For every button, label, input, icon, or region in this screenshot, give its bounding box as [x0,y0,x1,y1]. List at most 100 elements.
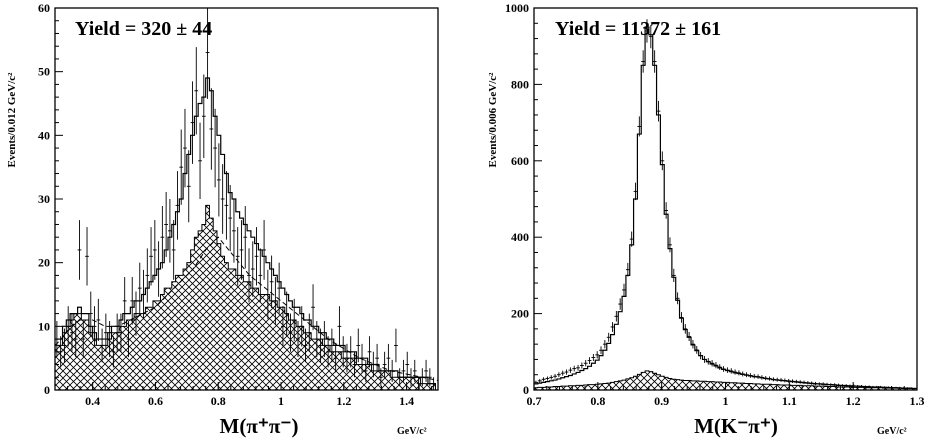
left-data-point [330,328,334,363]
right-data-point [717,364,722,371]
left-data-point [190,81,195,164]
right-data-point [645,19,649,43]
right-data-point [698,351,703,360]
right-data-point [537,378,542,383]
left-x-tick-label: 1 [278,394,284,408]
right-data-point [656,100,661,122]
left-data-point [85,227,89,286]
left-data-point [126,321,131,358]
left-data-point [265,269,270,320]
left-data-point [149,227,153,286]
right-x-tick-label: 0.9 [654,394,669,408]
left-data-point [292,298,297,342]
right-data-point [618,298,623,310]
left-data-point [296,321,300,358]
left-data-point [73,321,78,358]
right-data-point [564,369,569,375]
right-data-point [683,324,688,334]
right-axis-ticks: 0.7 0.8 0.9 1 1.1 1.2 1.3 0 200 400 600 800 1000 [505,1,925,408]
left-y-tick-label: 50 [38,65,50,79]
right-data-point [671,268,676,283]
left-data-point [412,359,417,382]
left-data-point [81,321,86,358]
right-data-point [759,375,764,380]
left-data-point [160,206,165,269]
left-data-point [337,306,342,347]
right-data-point [748,373,753,378]
left-data-point [394,328,398,363]
left-data-point [386,343,391,373]
left-data-point [352,351,357,378]
left-y-tick-label: 0 [44,383,50,397]
left-data-point [401,359,406,382]
left-data-point [77,220,82,280]
left-data-point [363,359,368,382]
left-data-point [390,359,395,382]
left-data-point [145,248,150,303]
left-data-point [322,321,327,358]
right-data-point [729,368,734,374]
left-data-point [235,227,240,286]
left-data-point [356,328,361,363]
right-data-point [752,373,757,379]
left-data-point [209,88,214,170]
right-y-tick-label: 800 [511,77,529,91]
right-data-point [897,386,902,389]
right-y-axis-label: Events/0.006 GeV/c² [487,72,499,168]
right-data-point [874,385,879,389]
right-data-point [710,360,715,367]
right-data-point [664,202,669,219]
right-data-point [595,351,600,359]
left-y-tick-label: 20 [38,256,50,270]
right-y-tick-label: 0 [523,383,529,397]
right-data-point [867,385,872,388]
right-data-point [629,231,634,247]
right-data-point [871,385,875,389]
right-data-point [641,50,646,73]
right-data-point [576,364,580,371]
right-data-point [725,367,730,373]
left-data-point [431,377,436,390]
right-x-tick-label: 1.3 [910,394,925,408]
right-data-point [675,292,680,305]
right-data-point [855,384,860,388]
right-data-point [890,386,895,389]
left-data-point [288,313,293,352]
left-data-point [141,269,146,320]
right-x-tick-label: 1 [723,394,729,408]
right-data-point [901,387,906,389]
right-data-point [614,310,619,322]
left-x-axis-label: M(π⁺π⁻) [220,414,299,438]
left-x-tick-label: 1.2 [336,394,351,408]
left-data-point [273,277,278,325]
left-data-point [134,291,138,336]
right-data-point [740,371,745,377]
left-data-point [360,343,364,373]
right-data-point [763,376,768,381]
left-data-point [122,277,127,325]
left-x-tick-label: 0.4 [85,394,100,408]
left-data-point [213,108,217,188]
left-data-point [284,291,289,336]
left-data-point [247,248,251,303]
right-data-point [652,50,657,73]
right-data-point [840,384,845,387]
left-data-point [326,336,331,368]
left-data-point [152,220,157,280]
left-data-point [224,171,229,240]
right-data-point [679,312,684,323]
right-data-point [549,375,554,380]
left-data-point [397,368,402,387]
left-y-tick-label: 30 [38,192,50,206]
right-data-point [541,377,546,382]
left-data-point [318,328,323,363]
left-x-tick-label: 0.8 [211,394,226,408]
left-data-point [371,351,376,378]
right-data-point [828,383,833,387]
right-data-point [794,379,799,384]
right-data-point [591,354,596,362]
right-data-point [779,378,783,383]
left-data-point [424,359,428,382]
left-data-point [416,377,421,390]
left-yield-annotation: Yield = 320 ± 44 [75,18,212,40]
